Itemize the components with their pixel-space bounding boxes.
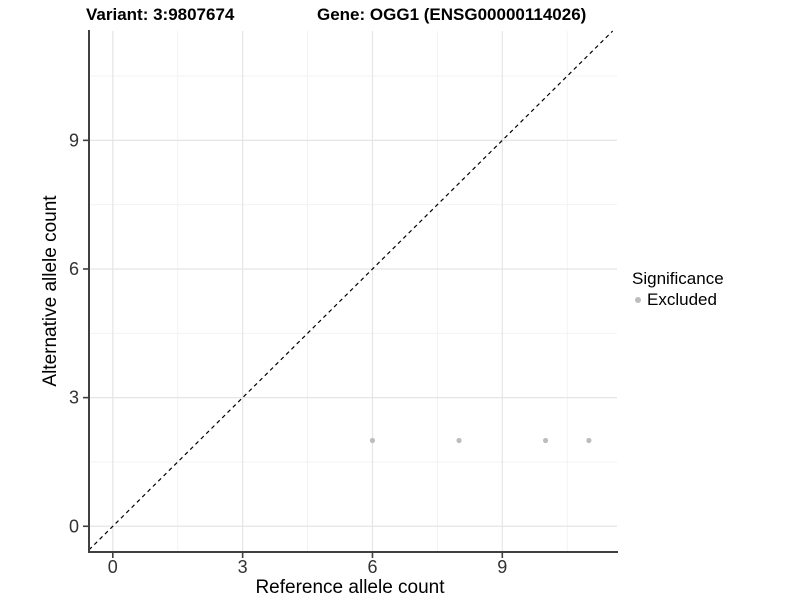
legend-item-excluded: Excluded xyxy=(632,290,724,310)
y-tick-label: 6 xyxy=(69,259,79,279)
axis-lines xyxy=(88,30,618,553)
y-tick-label: 9 xyxy=(69,130,79,150)
y-tick-label: 3 xyxy=(69,388,79,408)
data-point xyxy=(369,437,376,444)
y-tick-label: 0 xyxy=(69,516,79,536)
x-tick-label: 0 xyxy=(108,557,118,577)
x-tick-label: 6 xyxy=(367,557,377,577)
data-point xyxy=(586,437,592,444)
legend: Significance Excluded xyxy=(632,269,724,310)
dot-icon xyxy=(635,297,641,303)
data-point xyxy=(456,437,462,444)
variant-title: Variant: 3:9807674 xyxy=(86,5,235,24)
legend-item-label: Excluded xyxy=(647,290,717,309)
gene-title: Gene: OGG1 (ENSG00000114026) xyxy=(317,5,587,24)
x-tick-label: 9 xyxy=(497,557,507,577)
legend-title: Significance xyxy=(632,269,724,288)
identity-dashed-line xyxy=(88,30,614,551)
x-tick-label: 3 xyxy=(238,557,248,577)
data-point xyxy=(542,437,549,444)
x-axis-title: Reference allele count xyxy=(255,577,445,598)
